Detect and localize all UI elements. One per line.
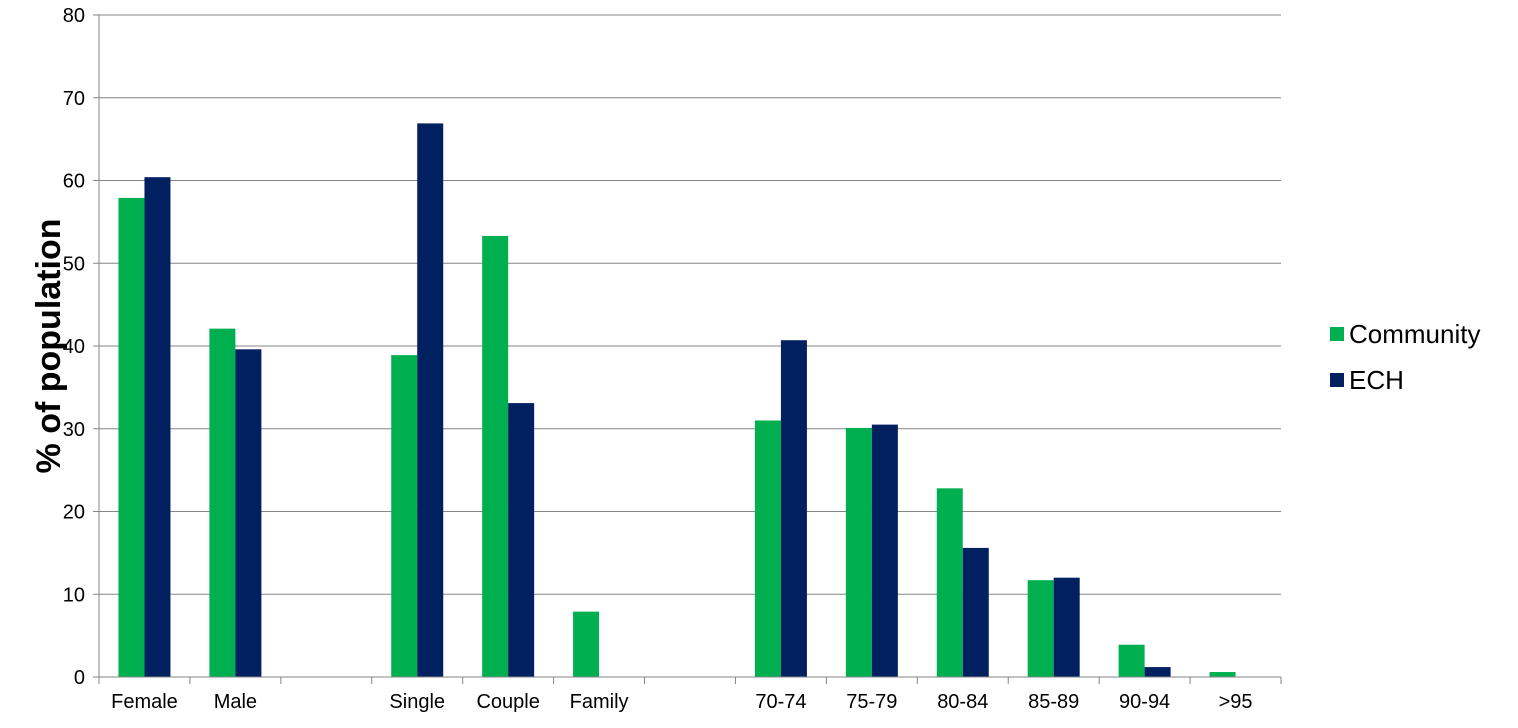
x-tick-label: Family	[570, 691, 629, 713]
x-tick-label: 85-89	[1028, 691, 1079, 713]
y-tick-label: 0	[74, 667, 85, 689]
y-tick-label: 40	[63, 336, 85, 358]
bar-ech	[144, 177, 171, 677]
x-tick-label: Single	[389, 691, 445, 713]
x-tick-label: 70-74	[755, 691, 806, 713]
y-tick-label: 30	[63, 419, 85, 441]
y-tick-label: 10	[63, 584, 85, 606]
x-tick-label: 75-79	[846, 691, 897, 713]
bar-community	[482, 235, 509, 677]
bar-community	[845, 427, 872, 677]
bar-ech	[962, 547, 989, 677]
bar-community	[754, 420, 781, 677]
x-tick-label: 80-84	[937, 691, 988, 713]
bar-community	[573, 611, 600, 677]
bar-ech	[235, 349, 262, 677]
x-tick-label: Male	[214, 691, 257, 713]
x-tick-label: 90-94	[1119, 691, 1170, 713]
y-tick-label: 70	[63, 88, 85, 110]
y-tick-label: 50	[63, 253, 85, 275]
gridlines	[99, 14, 1281, 595]
x-tick-labels: Female Male Single Couple Family 70-74 75-79 80…	[111, 691, 1252, 713]
bar-ech	[780, 340, 807, 677]
y-tick-label: 20	[63, 502, 85, 524]
bar-ech	[1053, 577, 1080, 677]
bar-ech	[508, 403, 535, 677]
legend-label-ech: ECH	[1349, 365, 1404, 395]
bar-community	[1118, 644, 1145, 677]
axes	[93, 14, 1282, 684]
bar-community	[936, 488, 963, 677]
x-tick-label: Female	[111, 691, 178, 713]
bar-community	[391, 355, 418, 677]
bar-community	[1209, 672, 1236, 677]
x-tick-label: Couple	[476, 691, 539, 713]
bar-community	[209, 328, 236, 677]
legend-label-community: Community	[1349, 319, 1480, 349]
y-tick-label: 60	[63, 171, 85, 193]
legend-swatch-ech	[1330, 373, 1344, 387]
bar-ech	[1144, 667, 1171, 677]
bar-ech	[871, 424, 898, 677]
y-axis-title: % of population	[30, 219, 68, 474]
bar-community	[118, 197, 145, 677]
y-tick-label: 80	[63, 5, 85, 27]
bars	[118, 123, 1236, 678]
y-tick-labels: 0 10 20 30 40 50 60 70 80	[63, 5, 85, 689]
legend: Community ECH	[1330, 319, 1480, 395]
legend-swatch-community	[1330, 327, 1344, 341]
bar-community	[1027, 580, 1054, 677]
bar-ech	[417, 123, 444, 678]
x-tick-label: >95	[1219, 691, 1253, 713]
